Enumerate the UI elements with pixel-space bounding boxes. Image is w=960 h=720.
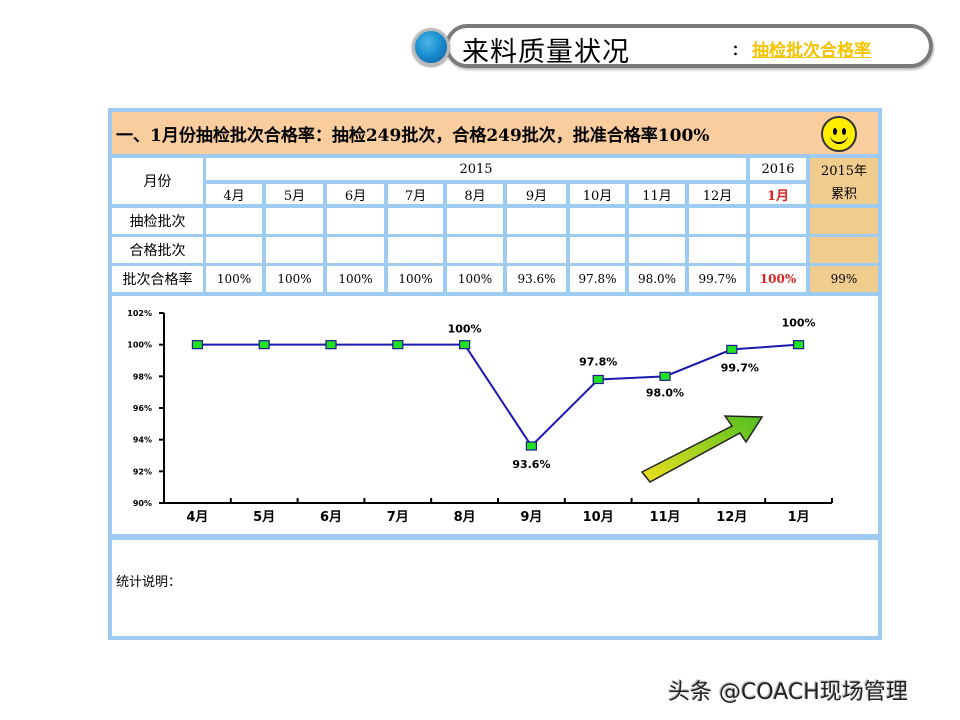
blue-bullet-icon bbox=[412, 28, 450, 66]
table-cell: 93.6% bbox=[507, 266, 566, 292]
year-2015-header: 2015 bbox=[206, 158, 746, 180]
data-point-marker bbox=[191, 340, 204, 350]
x-tick-label: 11月 bbox=[649, 510, 680, 525]
table-cell: 98.0% bbox=[629, 266, 685, 292]
data-point-marker bbox=[325, 340, 337, 350]
data-point-marker bbox=[659, 371, 671, 381]
table-cell bbox=[570, 237, 625, 263]
table-cell: 100% bbox=[388, 266, 443, 292]
month-header-label: 月份 bbox=[112, 158, 203, 204]
data-label: 100% bbox=[782, 317, 816, 330]
data-point-marker bbox=[258, 340, 270, 350]
y-tick-label: 96% bbox=[133, 404, 152, 413]
data-point-marker bbox=[792, 340, 805, 350]
table-cell bbox=[327, 237, 384, 263]
pass-rate-link[interactable]: 抽检批次合格率 bbox=[752, 41, 871, 61]
table-cell bbox=[689, 237, 746, 263]
table-cell bbox=[266, 237, 323, 263]
table-cell bbox=[570, 208, 625, 234]
month-header-1: 5月 bbox=[266, 184, 323, 204]
notes-label: 统计说明： bbox=[116, 575, 182, 590]
page-title: 来料质量状况 bbox=[462, 37, 630, 68]
month-header-0: 4月 bbox=[206, 184, 262, 204]
row-label: 合格批次 bbox=[112, 237, 203, 263]
table-cell bbox=[629, 237, 685, 263]
table-cell: 97.8% bbox=[570, 266, 625, 292]
table-cell bbox=[689, 208, 746, 234]
data-label: 99.7% bbox=[721, 361, 759, 374]
table-cell bbox=[206, 208, 262, 234]
table-cell bbox=[388, 237, 443, 263]
y-tick-label: 98% bbox=[133, 372, 152, 381]
table-cell bbox=[750, 208, 806, 234]
data-label: 93.6% bbox=[512, 458, 550, 471]
month-header-8: 12月 bbox=[689, 184, 746, 204]
row-label: 批次合格率 bbox=[112, 266, 203, 292]
x-tick-label: 10月 bbox=[583, 510, 614, 525]
table-cell bbox=[327, 208, 384, 234]
x-tick-label: 6月 bbox=[320, 510, 342, 525]
data-point-marker bbox=[525, 441, 537, 451]
summary-banner: 一、1月份抽检批次合格率：抽检249批次，合格249批次，批准合格率100% bbox=[112, 112, 878, 154]
month-header-5: 9月 bbox=[507, 184, 566, 204]
data-label: 98.0% bbox=[646, 386, 684, 399]
data-point-marker bbox=[592, 374, 604, 385]
data-point-marker bbox=[459, 340, 471, 350]
table-cell bbox=[447, 237, 503, 263]
table-cell bbox=[266, 208, 323, 234]
table-cell: 100% bbox=[206, 266, 262, 292]
table-cell bbox=[750, 237, 806, 263]
row-label: 抽检批次 bbox=[112, 208, 203, 234]
table-cell bbox=[206, 237, 262, 263]
year-2016-header: 2016 bbox=[750, 158, 806, 180]
x-tick-label: 7月 bbox=[387, 510, 409, 525]
table-cell bbox=[507, 237, 566, 263]
cumulative-header-line2: 累积 bbox=[810, 180, 878, 204]
series-line bbox=[197, 343, 799, 448]
cumulative-cell bbox=[810, 237, 878, 263]
y-tick-label: 90% bbox=[133, 499, 152, 508]
data-point-marker bbox=[726, 344, 738, 355]
table-cell bbox=[447, 208, 503, 234]
y-tick-label: 102% bbox=[127, 309, 152, 318]
header-pill bbox=[445, 24, 933, 68]
table-cell bbox=[629, 208, 685, 234]
cumulative-cell bbox=[810, 208, 878, 234]
month-header-9: 1月 bbox=[750, 184, 806, 204]
y-tick-label: 92% bbox=[133, 467, 152, 476]
month-header-7: 11月 bbox=[629, 184, 685, 204]
x-tick-label: 8月 bbox=[454, 510, 476, 525]
table-cell: 100% bbox=[266, 266, 323, 292]
cumulative-cell: 99% bbox=[810, 266, 878, 292]
x-tick-label: 4月 bbox=[186, 510, 208, 525]
x-tick-label: 5月 bbox=[253, 510, 275, 525]
x-tick-label: 9月 bbox=[520, 510, 542, 525]
month-header-4: 8月 bbox=[447, 184, 503, 204]
month-header-6: 10月 bbox=[570, 184, 625, 204]
title-separator: ： bbox=[732, 43, 746, 59]
x-tick-label: 1月 bbox=[788, 510, 810, 525]
upward-trend-arrow-icon bbox=[640, 415, 764, 483]
watermark: 头条 @COACH现场管理 bbox=[668, 680, 908, 705]
notes-section: 统计说明： bbox=[112, 540, 878, 636]
data-point-marker bbox=[392, 340, 404, 350]
table-cell bbox=[507, 208, 566, 234]
table-cell bbox=[388, 208, 443, 234]
pass-rate-line-chart: 90% 92% 94% 96% 98% 100% 102% 4月 5月 6月 7月 8月 9月 10月 11… bbox=[127, 309, 833, 525]
cumulative-header-line1: 2015年 bbox=[810, 158, 878, 180]
data-label: 100% bbox=[448, 323, 482, 336]
line-chart-area: 90% 92% 94% 96% 98% 100% 102% 4月 5月 6月 7月 8月 9月 10月 11… bbox=[112, 296, 878, 534]
smiley-face-icon bbox=[821, 116, 857, 152]
data-label: 97.8% bbox=[579, 356, 617, 369]
table-cell: 100% bbox=[750, 266, 806, 292]
table-cell: 100% bbox=[447, 266, 503, 292]
table-cell: 100% bbox=[327, 266, 384, 292]
y-tick-label: 100% bbox=[127, 341, 152, 350]
x-tick-label: 12月 bbox=[716, 510, 747, 525]
month-header-2: 6月 bbox=[327, 184, 384, 204]
month-header-3: 7月 bbox=[388, 184, 443, 204]
y-tick-label: 94% bbox=[133, 436, 152, 445]
table-cell: 99.7% bbox=[689, 266, 746, 292]
